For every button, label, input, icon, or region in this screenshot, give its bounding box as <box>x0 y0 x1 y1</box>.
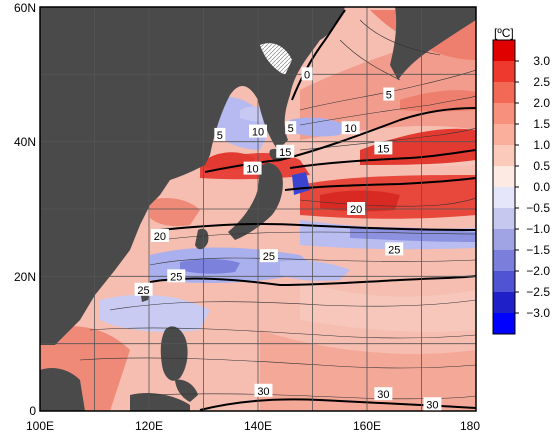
colorbar-tick-label: 1.5 <box>533 117 550 131</box>
colorbar-swatch <box>493 313 515 335</box>
colorbar-swatch <box>493 229 515 251</box>
contour-label-bg <box>276 144 295 158</box>
contour-30 <box>199 398 476 411</box>
colorbar-tick-label: 0.5 <box>533 159 550 173</box>
colorbar-swatch <box>493 208 515 230</box>
contour-15 <box>284 177 476 191</box>
land <box>40 7 476 411</box>
contour-label: 10 <box>345 123 357 135</box>
colorbar-swatch <box>493 292 515 314</box>
colorbar-tick-label: 0.0 <box>533 180 550 194</box>
contour-label-bg <box>167 269 186 283</box>
contour-label: 30 <box>426 399 438 411</box>
contour-label-bg <box>285 121 297 135</box>
y-tick-label: 60N <box>14 1 36 15</box>
contour-label: 10 <box>252 127 264 139</box>
contour-25 <box>149 275 476 287</box>
colorbar-swatch <box>493 40 515 62</box>
sea-ice-okhotsk <box>260 43 292 75</box>
contour-label-bg <box>301 67 313 81</box>
contour-label-bg <box>385 242 404 256</box>
contour-label: 15 <box>377 143 389 155</box>
contour-0 <box>291 9 346 101</box>
contour-label-bg <box>254 383 273 397</box>
colorbar-tick-label: 2.5 <box>533 75 550 89</box>
kamchatka <box>390 7 476 80</box>
colorbar-tick-label: 1.0 <box>533 138 550 152</box>
contour-label-bg <box>259 249 278 263</box>
contour-label: 0 <box>304 69 310 81</box>
contour-label-bg <box>249 124 267 138</box>
colorbar: [ºC] 3.0 2.5 2.0 1.5 1.0 0.5 0.0 −0.5 −1.0 −1.5 −2… <box>492 26 550 335</box>
x-tick-label: 100E <box>26 419 54 433</box>
contour-label: 10 <box>246 164 258 176</box>
colorbar-swatch <box>493 166 515 188</box>
colorbar-tick-label: 3.0 <box>533 54 550 68</box>
map-frame <box>39 6 477 412</box>
contour-label: 15 <box>279 147 291 159</box>
contour-label: 30 <box>377 389 389 401</box>
x-axis: 100E 120E 140E 160E 180 <box>26 419 480 433</box>
philippines-luzon <box>160 326 188 381</box>
philippines-mindanao <box>175 379 198 402</box>
colorbar-swatch <box>493 124 515 146</box>
y-tick-label: 0 <box>29 404 36 418</box>
contour-10 <box>289 149 476 169</box>
colorbar-swatch <box>493 271 515 293</box>
sulawesi-area <box>130 393 190 411</box>
colorbar-tick-label: 2.0 <box>533 96 550 110</box>
colorbar-ticks: 3.0 2.5 2.0 1.5 1.0 0.5 0.0 −0.5 −1.0 −1.5 −2.0 −2.… <box>515 54 550 320</box>
contour-label-bg <box>243 161 262 175</box>
contour-label-bg <box>347 202 366 215</box>
y-axis: 60N 40N 20N 0 <box>14 1 36 418</box>
x-tick-label: 180 <box>460 419 480 433</box>
contour-label: 25 <box>263 251 275 263</box>
korea-south <box>195 228 209 250</box>
colorbar-swatch <box>493 145 515 167</box>
contour-label: 5 <box>386 90 392 102</box>
y-tick-label: 40N <box>14 135 36 149</box>
thin-contours <box>79 19 476 400</box>
x-tick-label: 120E <box>135 419 163 433</box>
contour-label: 25 <box>170 271 182 283</box>
colorbar-swatch <box>493 103 515 125</box>
contour-label-bg <box>374 387 393 401</box>
contour-label: 20 <box>154 231 166 243</box>
colorbar-tick-label: −1.0 <box>526 222 550 236</box>
contour-label: 25 <box>137 285 149 297</box>
colorbar-tick-label: −2.5 <box>526 285 550 299</box>
contour-label: 30 <box>257 386 269 398</box>
colorbar-tick-label: −0.5 <box>526 201 550 215</box>
contour-labels: 0 5 10 5 5 10 15 15 10 20 20 25 25 25 25 30 30 30 <box>134 67 442 411</box>
contour-20 <box>159 222 476 231</box>
contour-label-bg <box>134 282 153 296</box>
colorbar-tick-label: −3.0 <box>526 306 550 320</box>
contour-label: 20 <box>350 204 362 216</box>
colorbar-swatch <box>493 250 515 272</box>
bold-contours <box>149 9 476 411</box>
borneo-indochina <box>40 368 85 411</box>
japan-honshu <box>228 163 283 240</box>
colorbar-tick-label: −2.0 <box>526 264 550 278</box>
contour-label-bg <box>423 397 442 411</box>
asia-mainland <box>40 7 345 345</box>
contour-label-bg <box>341 121 360 135</box>
x-tick-label: 160E <box>353 419 381 433</box>
contour-label-bg <box>214 127 226 141</box>
colorbar-swatch <box>493 61 515 83</box>
colorbar-unit: [ºC] <box>494 26 514 40</box>
contour-label: 5 <box>288 123 294 135</box>
contour-label-bg <box>374 141 393 155</box>
contour-label: 5 <box>217 130 223 142</box>
contour-label-bg <box>150 228 169 242</box>
colorbar-swatches <box>493 40 515 335</box>
colorbar-swatch <box>493 82 515 104</box>
contour-label-bg <box>383 87 395 101</box>
colorbar-tick-label: −1.5 <box>526 243 550 257</box>
x-tick-label: 140E <box>244 419 272 433</box>
contour-label: 25 <box>388 244 400 256</box>
colorbar-swatch <box>493 187 515 209</box>
y-tick-label: 20N <box>14 270 36 284</box>
